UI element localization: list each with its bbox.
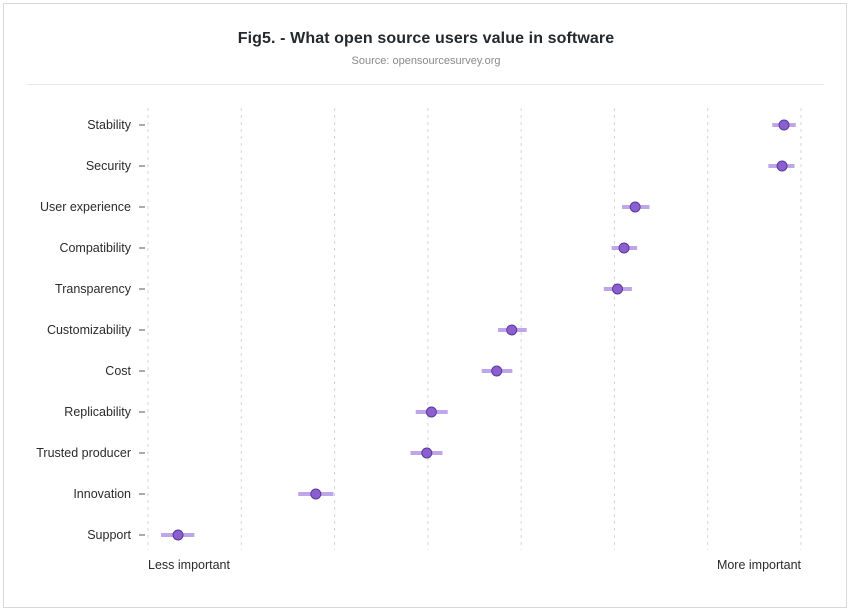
data-point <box>612 283 624 295</box>
data-point <box>618 242 630 254</box>
category-label: Security <box>86 159 132 173</box>
data-point <box>172 529 184 541</box>
chart-subtitle: Source: opensourcesurvey.org <box>351 55 501 67</box>
data-point <box>629 201 641 213</box>
category-label: Support <box>87 528 131 542</box>
chart-frame <box>3 3 847 608</box>
data-point <box>421 447 433 459</box>
data-point <box>310 488 322 500</box>
data-point <box>491 365 503 377</box>
category-label: Trusted producer <box>36 446 131 460</box>
data-point <box>425 406 437 418</box>
chart-title: Fig5. - What open source users value in … <box>237 30 615 47</box>
data-point <box>778 119 790 131</box>
category-label: Stability <box>87 118 132 132</box>
category-label: User experience <box>40 200 131 214</box>
category-label: Compatibility <box>59 241 131 255</box>
category-label: Customizability <box>47 323 132 337</box>
data-point <box>506 324 518 336</box>
title-divider <box>26 84 824 85</box>
x-axis-high-label: More important <box>717 558 802 572</box>
category-label: Cost <box>105 364 131 378</box>
category-label: Replicability <box>64 405 131 419</box>
x-axis-low-label: Less important <box>148 558 231 572</box>
category-label: Transparency <box>55 282 132 296</box>
category-label: Innovation <box>73 487 131 501</box>
data-point <box>776 160 788 172</box>
